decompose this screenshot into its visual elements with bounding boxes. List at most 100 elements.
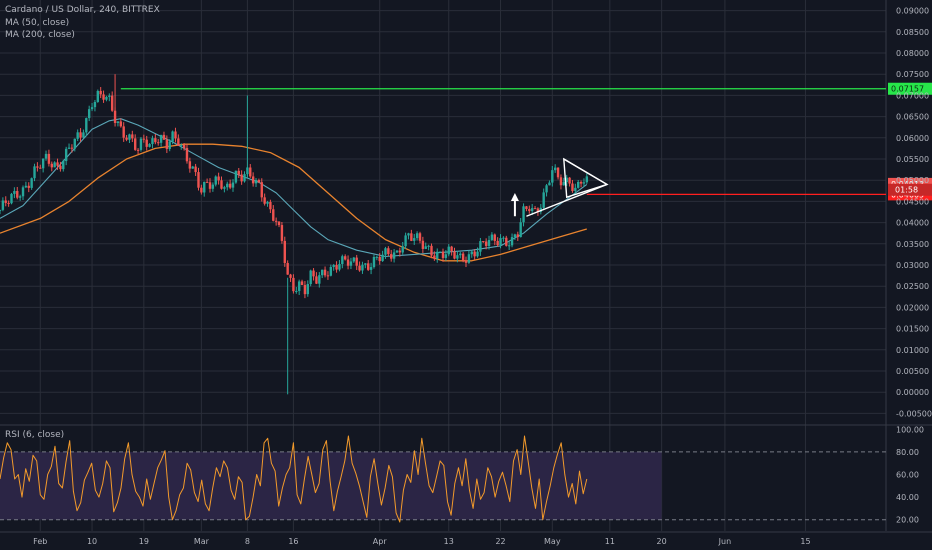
symbol-title: Cardano / US Dollar, 240, BITTREX [5, 5, 160, 15]
candle-body [79, 132, 82, 138]
candle-body [157, 142, 160, 144]
candle-body [453, 251, 456, 259]
candle-body [194, 166, 197, 173]
price-axis-label: 0.09000 [896, 7, 929, 16]
candle-body [41, 158, 45, 169]
candle-body [1, 200, 5, 210]
candle-body [39, 167, 42, 169]
trendline[interactable] [526, 183, 608, 217]
candle-body [90, 107, 94, 110]
candle-body [257, 180, 261, 183]
candle-body [502, 237, 505, 239]
candle-body [352, 257, 356, 262]
candle-body [470, 251, 473, 255]
candle-body [579, 181, 583, 184]
price-axis-label: 0.01000 [896, 346, 929, 355]
time-axis-label: 15 [800, 537, 810, 546]
candle-body [228, 183, 232, 188]
candle-body [70, 147, 74, 149]
candle-body [349, 261, 353, 266]
candle-body [56, 162, 59, 166]
trendline[interactable] [563, 158, 608, 186]
candle-body [197, 172, 200, 188]
candle-body [450, 246, 453, 252]
candle-body [116, 121, 120, 123]
candle-body [16, 190, 19, 198]
candle-body [519, 222, 522, 238]
candle-body [378, 256, 381, 262]
up-arrow-head[interactable] [510, 193, 519, 202]
candle-body [99, 90, 102, 95]
candle-body [341, 256, 344, 265]
candle-body [18, 196, 22, 198]
candle-body [375, 256, 379, 258]
candle-body [73, 138, 76, 149]
candle-body [571, 183, 574, 191]
candle-body [461, 253, 465, 261]
candle-body [125, 137, 128, 140]
price-axis-label: 0.03000 [896, 261, 929, 270]
candle-body [499, 238, 502, 246]
candle-body [87, 109, 91, 119]
candle-body [438, 251, 442, 253]
candle-body [525, 206, 528, 209]
candle-body [266, 201, 269, 204]
candle-body [338, 264, 341, 270]
candle-body [522, 206, 525, 223]
candle-body [369, 267, 373, 270]
price-axis-label: 0.00000 [896, 388, 929, 397]
rsi-legend: RSI (6, close) [5, 430, 65, 440]
time-axis-label: Apr [373, 537, 388, 546]
candle-body [208, 182, 212, 189]
candle-body [139, 138, 143, 150]
candle-body [300, 281, 304, 286]
candle-body [168, 141, 171, 149]
candle-body [211, 184, 215, 189]
time-axis-label: 19 [139, 537, 149, 546]
candle-body [263, 197, 266, 204]
time-axis-label: Jun [718, 537, 732, 546]
candle-body [0, 209, 2, 211]
candle-body [249, 167, 252, 177]
candle-body [367, 263, 370, 270]
candle-body [476, 251, 479, 257]
candle-body [283, 240, 286, 263]
candle-body [205, 181, 209, 183]
candle-body [482, 241, 485, 243]
candle-body [553, 167, 557, 171]
candle-body [456, 255, 459, 259]
candle-body [59, 165, 62, 170]
candle-body [223, 187, 226, 189]
current-price-tag [888, 183, 932, 196]
candle-body [191, 166, 194, 169]
candle-body [490, 234, 494, 241]
candle-body [493, 234, 496, 241]
candle-body [67, 147, 71, 149]
candle-body [182, 144, 186, 149]
candle-body [395, 250, 399, 253]
candle-body [260, 182, 263, 198]
candle-body [108, 95, 111, 97]
candle-body [487, 240, 491, 246]
candle-body [24, 185, 28, 188]
candle-body [274, 220, 278, 222]
candle-body [585, 176, 589, 183]
candle-body [82, 132, 85, 138]
price-axis-label: -0.00500 [896, 409, 932, 418]
candle-body [200, 187, 203, 193]
candle-body [384, 248, 387, 255]
price-axis-label: 0.06000 [896, 134, 929, 143]
candle-body [217, 176, 220, 181]
candle-body [516, 234, 519, 238]
candle-body [392, 252, 396, 259]
candle-body [473, 251, 476, 257]
candle-body [289, 274, 292, 278]
candle-body [548, 182, 551, 186]
candle-body [320, 269, 324, 276]
candle-body [30, 178, 33, 188]
price-axis-label: 0.02500 [896, 282, 929, 291]
candle-body [44, 153, 48, 159]
candle-body [421, 240, 425, 249]
time-axis-label: Mar [194, 537, 210, 546]
